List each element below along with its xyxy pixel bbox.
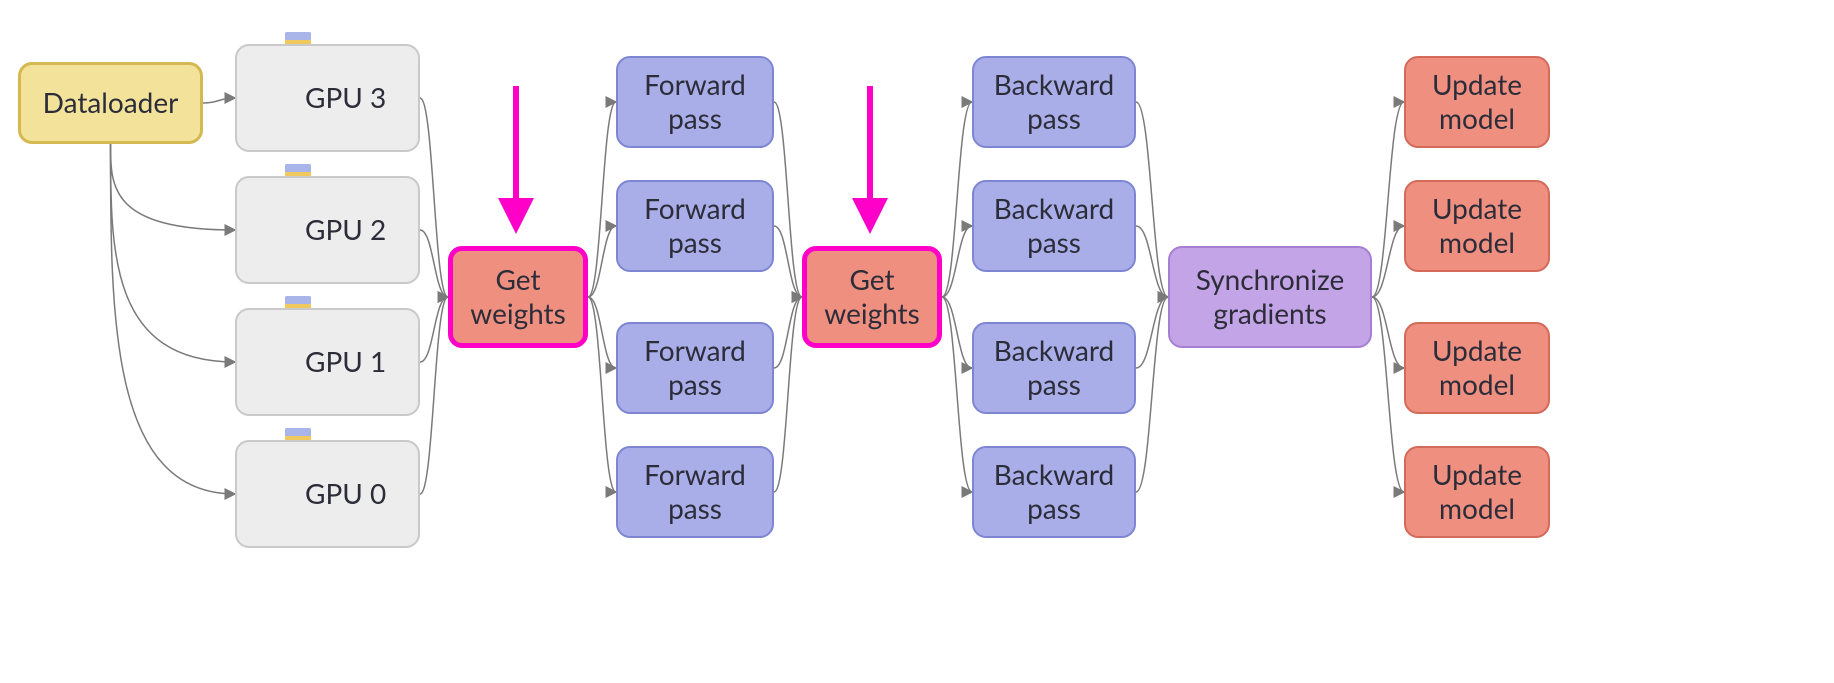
edge-fwd2-getw2 xyxy=(774,226,802,297)
node-dataloader: Dataloader xyxy=(18,62,203,144)
node-label: Backward pass xyxy=(984,458,1124,525)
node-bwd1: Backward pass xyxy=(972,322,1136,414)
edge-gpu2-getw1 xyxy=(420,230,448,297)
node-upd0: Update model xyxy=(1404,446,1550,538)
edge-fwd3-getw2 xyxy=(774,102,802,297)
node-fwd3: Forward pass xyxy=(616,56,774,148)
edge-dataloader-gpu0 xyxy=(111,144,236,494)
node-label: Forward pass xyxy=(628,68,762,135)
node-gpu3: GPU 3 xyxy=(235,44,420,152)
node-fwd0: Forward pass xyxy=(616,446,774,538)
edge-getw2-bwd0 xyxy=(942,297,972,492)
node-label: Update model xyxy=(1416,458,1538,525)
node-bwd2: Backward pass xyxy=(972,180,1136,272)
node-label: Update model xyxy=(1416,192,1538,259)
node-label: GPU 2 xyxy=(305,213,386,247)
node-label: Dataloader xyxy=(43,86,179,120)
node-bwd0: Backward pass xyxy=(972,446,1136,538)
edge-sync-upd3 xyxy=(1372,102,1404,297)
edge-sync-upd0 xyxy=(1372,297,1404,492)
node-bwd3: Backward pass xyxy=(972,56,1136,148)
node-gpu1: GPU 1 xyxy=(235,308,420,416)
node-getw2: Get weights xyxy=(802,246,942,348)
node-label: Forward pass xyxy=(628,192,762,259)
edge-bwd2-sync xyxy=(1136,226,1168,297)
node-label: Backward pass xyxy=(984,192,1124,259)
node-fwd1: Forward pass xyxy=(616,322,774,414)
node-label: Forward pass xyxy=(628,458,762,525)
node-label: Forward pass xyxy=(628,334,762,401)
node-label: Get weights xyxy=(463,263,573,330)
edge-gpu1-getw1 xyxy=(420,297,448,362)
edge-fwd0-getw2 xyxy=(774,297,802,492)
edge-bwd3-sync xyxy=(1136,102,1168,297)
edge-bwd0-sync xyxy=(1136,297,1168,492)
node-label: Update model xyxy=(1416,334,1538,401)
edge-dataloader-gpu1 xyxy=(111,144,236,362)
node-label: Get weights xyxy=(817,263,927,330)
node-upd3: Update model xyxy=(1404,56,1550,148)
node-gpu0: GPU 0 xyxy=(235,440,420,548)
node-upd1: Update model xyxy=(1404,322,1550,414)
node-label: Backward pass xyxy=(984,334,1124,401)
edge-getw1-fwd2 xyxy=(588,226,616,297)
node-label: GPU 1 xyxy=(305,345,386,379)
edge-getw2-bwd2 xyxy=(942,226,972,297)
edge-getw2-bwd3 xyxy=(942,102,972,297)
node-getw1: Get weights xyxy=(448,246,588,348)
edge-gpu0-getw1 xyxy=(420,297,448,494)
edge-getw1-fwd3 xyxy=(588,102,616,297)
edge-gpu3-getw1 xyxy=(420,98,448,297)
node-label: GPU 3 xyxy=(305,81,386,115)
edge-sync-upd2 xyxy=(1372,226,1404,297)
edge-dataloader-gpu3 xyxy=(203,98,235,103)
edge-fwd1-getw2 xyxy=(774,297,802,368)
edge-dataloader-gpu2 xyxy=(111,144,236,230)
node-label: Update model xyxy=(1416,68,1538,135)
node-sync: Synchronize gradients xyxy=(1168,246,1372,348)
edge-getw2-bwd1 xyxy=(942,297,972,368)
edge-sync-upd1 xyxy=(1372,297,1404,368)
edge-getw1-fwd1 xyxy=(588,297,616,368)
node-upd2: Update model xyxy=(1404,180,1550,272)
node-label: Synchronize gradients xyxy=(1180,263,1360,330)
edge-getw1-fwd0 xyxy=(588,297,616,492)
node-gpu2: GPU 2 xyxy=(235,176,420,284)
edge-bwd1-sync xyxy=(1136,297,1168,368)
node-label: Backward pass xyxy=(984,68,1124,135)
node-label: GPU 0 xyxy=(305,477,386,511)
node-fwd2: Forward pass xyxy=(616,180,774,272)
